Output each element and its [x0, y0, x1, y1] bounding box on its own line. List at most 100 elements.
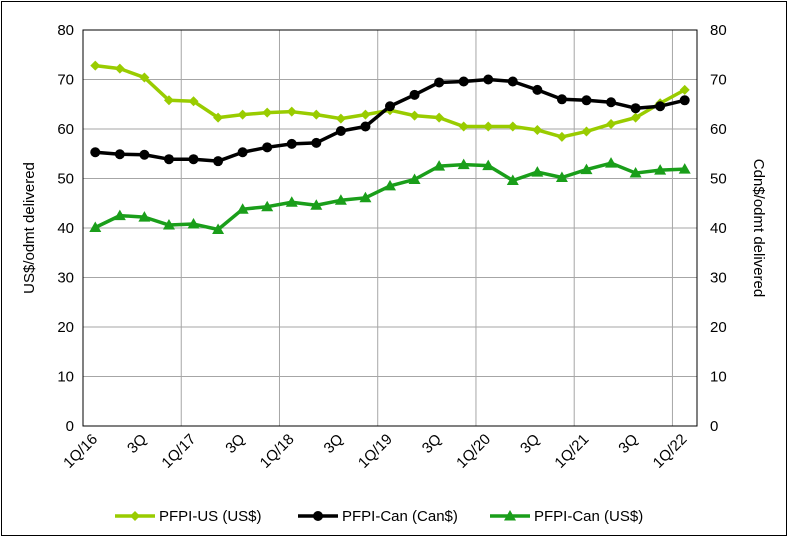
series-2-point	[581, 95, 592, 106]
series-2-line	[95, 77, 686, 163]
series-2-point	[139, 149, 150, 160]
x-tick-label: 1Q/19	[355, 431, 396, 472]
x-tick-label: 3Q	[419, 431, 445, 457]
series-2-point	[213, 156, 224, 167]
series-2-point	[286, 138, 297, 149]
y2-tick-label: 10	[710, 369, 727, 386]
series-1-point	[360, 109, 371, 120]
series-3-point	[408, 173, 421, 184]
x-tick-label: 3Q	[222, 431, 248, 457]
y2-tick-label: 80	[710, 22, 727, 39]
series-2-point	[434, 77, 445, 88]
series-3-point	[482, 159, 495, 171]
y2-tick-label: 20	[710, 319, 727, 336]
series-2-point	[114, 149, 125, 160]
series-3-point	[678, 163, 691, 174]
legend-item: PFPI-Can (Can$)	[298, 508, 458, 525]
series-1-point	[163, 95, 174, 106]
x-axis-ticks: 1Q/16 3Q 1Q/17 3Q 1Q/18 3Q 1Q/19 3Q 1Q/20 3Q 1Q/21…	[60, 431, 690, 472]
series-2-point	[335, 125, 346, 136]
y2-tick-label: 70	[710, 72, 727, 89]
series-1-point	[139, 72, 150, 83]
series-2-point	[483, 74, 494, 85]
series-1-point	[237, 109, 248, 120]
series-1-point	[581, 126, 592, 137]
series-2-point	[655, 101, 666, 112]
series-2-point	[311, 137, 322, 148]
series-3-point	[187, 218, 200, 229]
series-2-point	[262, 142, 273, 153]
series-3-line	[94, 161, 685, 232]
series-3-point	[531, 166, 544, 177]
legend-swatch-marker	[130, 511, 140, 521]
y-tick-label: 30	[57, 270, 74, 287]
legend-item: PFPI-Can (US$)	[490, 508, 643, 525]
series-2-point	[630, 103, 641, 114]
series-1-point	[409, 110, 420, 121]
series-1-point	[458, 121, 469, 132]
series-2-point	[507, 76, 518, 87]
series-3-point	[629, 167, 642, 178]
x-tick-label: 1Q/20	[453, 431, 494, 472]
series-3-point	[555, 171, 568, 183]
x-tick-label: 3Q	[124, 431, 150, 457]
y2-tick-label: 40	[710, 220, 727, 237]
series-3-point	[285, 196, 298, 207]
y2-tick-label: 0	[710, 418, 718, 435]
series-2-point	[385, 101, 395, 112]
x-tick-label: 1Q/16	[60, 431, 101, 472]
series-3-point	[162, 219, 175, 230]
series-1-point	[213, 112, 224, 123]
series-3-point	[457, 158, 470, 170]
x-tick-label: 3Q	[321, 431, 347, 457]
series-3-point	[212, 223, 225, 234]
series-1-point	[335, 113, 346, 124]
series-2-point	[163, 154, 174, 165]
series-2-point	[532, 84, 543, 95]
series-2-point	[360, 121, 371, 132]
series-2-point	[188, 154, 199, 165]
series-1-point	[532, 124, 543, 135]
series-3-point	[310, 199, 323, 210]
x-tick-label: 1Q/21	[551, 431, 592, 472]
left-axis-ticks: 0 10 20 30 40 50 60 70 80	[57, 22, 74, 435]
series-1-point	[483, 121, 494, 132]
legend-label: PFPI-Can (US$)	[534, 508, 643, 525]
series-2	[90, 74, 690, 167]
series-3-point	[89, 221, 102, 233]
x-tick-label: 3Q	[615, 431, 641, 457]
series-1-point	[630, 112, 641, 123]
y2-tick-label: 60	[710, 121, 727, 138]
series-1-point	[679, 84, 690, 95]
gridlines	[83, 30, 697, 426]
series-3-point	[384, 179, 396, 191]
x-tick-label: 3Q	[517, 431, 543, 457]
series-3	[89, 157, 691, 234]
series-3-point	[236, 203, 249, 214]
series-lines	[89, 60, 691, 234]
series-3-point	[359, 191, 372, 203]
y-tick-label: 20	[57, 319, 74, 336]
series-3-point	[654, 164, 667, 175]
series-3-point	[605, 157, 618, 168]
legend-label: PFPI-US (US$)	[159, 508, 262, 525]
y-tick-label: 0	[66, 418, 74, 435]
legend-swatch-marker	[504, 510, 516, 521]
series-1-point	[556, 131, 567, 142]
y2-axis-label: Cdn$/odmt delivered	[750, 159, 767, 297]
x-tick-label: 1Q/18	[257, 431, 298, 472]
x-tick-label: 1Q/22	[650, 431, 691, 472]
series-2-point	[556, 94, 567, 105]
y-tick-label: 60	[57, 121, 74, 138]
series-1-point	[114, 63, 125, 74]
x-tick-label: 1Q/17	[158, 431, 199, 472]
series-1-point	[90, 60, 101, 71]
series-3-point	[334, 194, 347, 205]
legend-label: PFPI-Can (Can$)	[342, 508, 458, 525]
series-1-point	[434, 112, 445, 123]
series-1-point	[286, 106, 297, 117]
y-tick-label: 10	[57, 369, 74, 386]
series-3-point	[261, 200, 274, 212]
